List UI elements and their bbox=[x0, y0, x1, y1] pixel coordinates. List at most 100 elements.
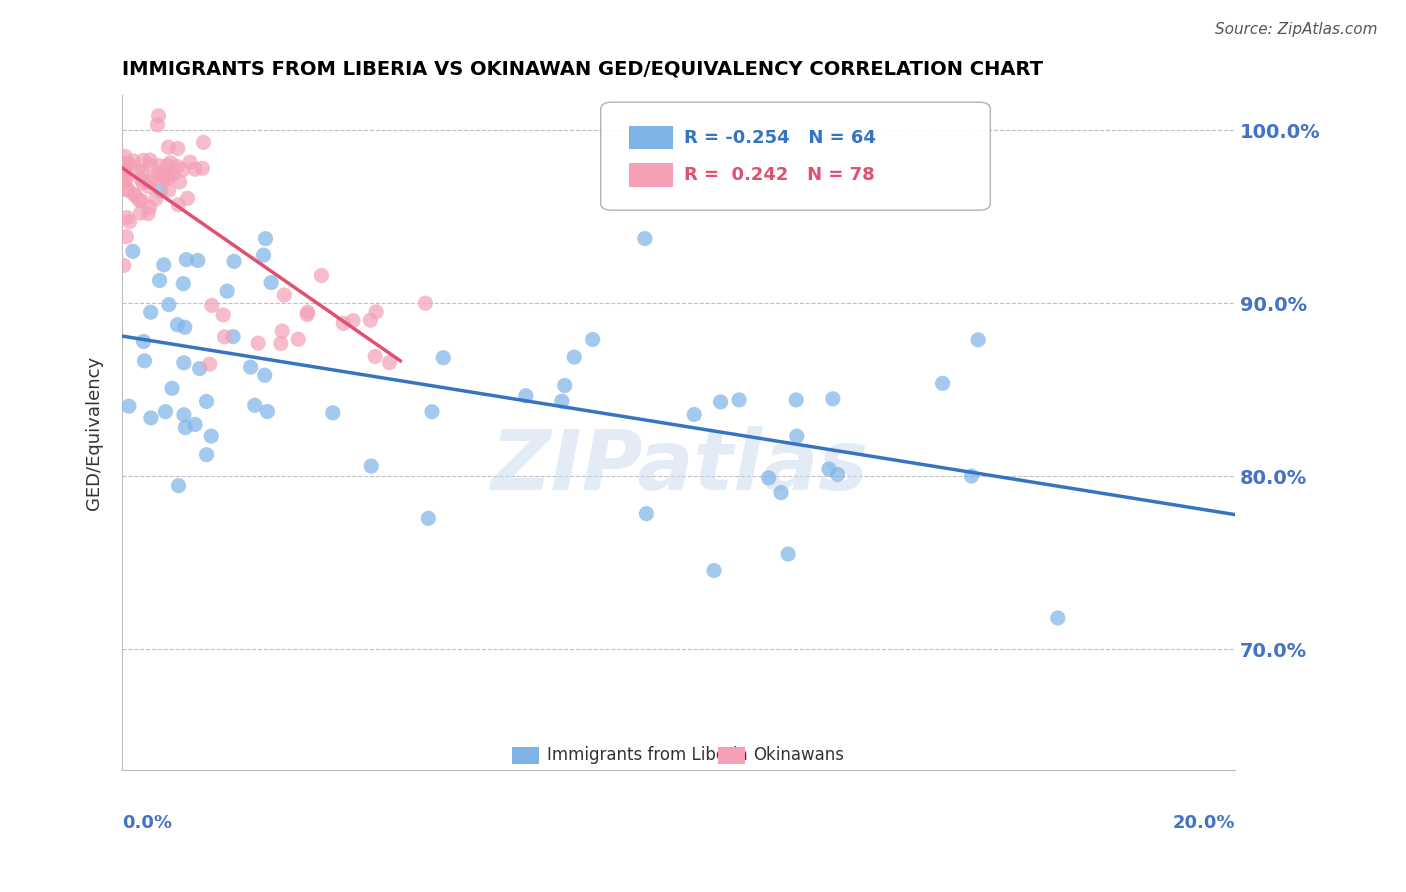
Point bbox=[728, 392, 751, 407]
Point bbox=[634, 231, 657, 245]
Point bbox=[156, 172, 179, 186]
Point bbox=[287, 332, 309, 346]
Point bbox=[114, 159, 136, 173]
Point bbox=[129, 206, 152, 220]
Point bbox=[758, 471, 780, 485]
Text: 20.0%: 20.0% bbox=[1173, 814, 1236, 831]
Point bbox=[139, 305, 162, 319]
Point bbox=[703, 564, 725, 578]
Point bbox=[132, 153, 155, 168]
Point bbox=[271, 324, 294, 338]
Point bbox=[118, 158, 141, 172]
Point bbox=[131, 164, 153, 178]
Point bbox=[148, 109, 170, 123]
Point bbox=[184, 162, 207, 177]
Point bbox=[139, 153, 162, 167]
Point bbox=[188, 361, 211, 376]
Point bbox=[212, 308, 235, 322]
Point bbox=[166, 318, 188, 332]
Point bbox=[141, 175, 163, 189]
Point bbox=[187, 253, 209, 268]
Point bbox=[112, 163, 135, 178]
Point bbox=[136, 206, 159, 220]
Point bbox=[769, 485, 792, 500]
Point bbox=[114, 149, 136, 163]
Point bbox=[562, 350, 585, 364]
Point bbox=[132, 176, 155, 190]
Point bbox=[931, 376, 953, 391]
Point bbox=[162, 168, 184, 182]
Point bbox=[191, 161, 214, 176]
Point bbox=[115, 183, 138, 197]
FancyBboxPatch shape bbox=[512, 747, 540, 764]
Point bbox=[415, 296, 437, 310]
Point bbox=[157, 140, 180, 154]
Point bbox=[198, 357, 221, 371]
Point bbox=[128, 193, 150, 207]
Point bbox=[138, 179, 160, 194]
Point bbox=[359, 313, 381, 327]
Point bbox=[176, 191, 198, 205]
Point bbox=[195, 394, 218, 409]
Text: Okinawans: Okinawans bbox=[754, 746, 844, 764]
Point bbox=[418, 511, 440, 525]
Text: ZIPatlas: ZIPatlas bbox=[489, 426, 868, 508]
Point bbox=[138, 200, 160, 214]
Point bbox=[148, 159, 170, 173]
Point bbox=[827, 467, 849, 482]
Point bbox=[960, 469, 983, 483]
FancyBboxPatch shape bbox=[600, 103, 990, 211]
Point bbox=[122, 153, 145, 168]
Point bbox=[127, 163, 149, 178]
Point bbox=[115, 229, 138, 244]
Point bbox=[148, 166, 170, 180]
Point bbox=[239, 360, 262, 375]
Point bbox=[145, 192, 167, 206]
Point bbox=[132, 334, 155, 349]
Point bbox=[184, 417, 207, 432]
Point bbox=[273, 288, 295, 302]
Point bbox=[112, 168, 135, 182]
Point bbox=[157, 298, 180, 312]
Point bbox=[176, 252, 198, 267]
Point bbox=[636, 507, 658, 521]
Point bbox=[515, 389, 537, 403]
Point bbox=[172, 277, 194, 291]
Point bbox=[1046, 611, 1069, 625]
Point bbox=[148, 273, 170, 287]
Point bbox=[167, 198, 190, 212]
Point bbox=[551, 394, 574, 409]
Point bbox=[153, 169, 176, 184]
Point bbox=[169, 175, 191, 189]
Point bbox=[118, 214, 141, 228]
FancyBboxPatch shape bbox=[628, 126, 673, 150]
Point bbox=[131, 172, 153, 186]
Point bbox=[157, 167, 180, 181]
Point bbox=[214, 330, 236, 344]
Point bbox=[297, 305, 319, 319]
Point bbox=[270, 336, 292, 351]
Point bbox=[785, 392, 807, 407]
Point bbox=[157, 183, 180, 197]
Point bbox=[253, 368, 276, 383]
Point bbox=[432, 351, 454, 365]
Point bbox=[139, 158, 162, 172]
Point bbox=[222, 254, 245, 268]
Point bbox=[173, 408, 195, 422]
Point bbox=[166, 160, 188, 174]
Point bbox=[254, 232, 277, 246]
Point bbox=[114, 174, 136, 188]
Point bbox=[778, 547, 800, 561]
Point bbox=[256, 404, 278, 418]
Point bbox=[152, 171, 174, 186]
Point bbox=[709, 395, 731, 409]
Point bbox=[582, 333, 605, 347]
Point bbox=[117, 182, 139, 196]
Point bbox=[818, 462, 841, 476]
Point bbox=[115, 156, 138, 170]
Point bbox=[155, 405, 177, 419]
Point bbox=[121, 244, 143, 259]
Point bbox=[821, 392, 844, 406]
Point bbox=[125, 189, 148, 203]
Point bbox=[786, 429, 808, 443]
